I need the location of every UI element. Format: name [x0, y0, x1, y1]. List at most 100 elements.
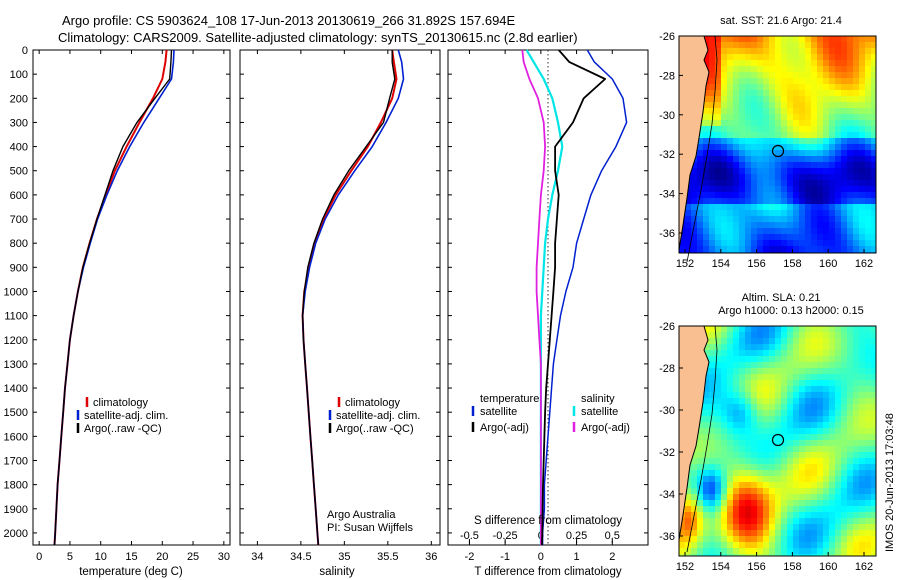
depth-tick-label: 1300: [4, 359, 28, 371]
x-tick-label: 2: [609, 551, 615, 563]
title-line-1: Argo profile: CS 5903624_108 17-Jun-2013…: [62, 13, 516, 28]
sla-map-argo-position: [771, 433, 785, 447]
sst-map-ticks: 152 154 156 158 160 162 -26 -28 -30 -32 -34 -36: [659, 31, 873, 270]
temperature-legend: climatology satellite-adj. clim. Argo(..…: [76, 397, 168, 435]
annotation-pi: PI: Susan Wijffels: [327, 522, 413, 534]
legend-t-argo: Argo(-adj): [480, 422, 529, 434]
sla-map-isobath: [686, 325, 718, 553]
sst-map-coastline: [678, 35, 710, 251]
depth-tick-label: 400: [10, 142, 28, 154]
depth-tick-label: 1100: [4, 311, 28, 323]
t-difference-label: T difference from climatology: [474, 566, 621, 578]
salinity-plot-frame: [239, 49, 441, 546]
x-tick-label: 0: [538, 551, 544, 563]
depth-tick-label: 1900: [4, 504, 28, 516]
sla-map-coastline: [678, 325, 710, 541]
map-x-tick-label: 152: [676, 258, 694, 270]
x-tick-label: 10: [95, 551, 107, 563]
map-y-tick-label: -30: [659, 405, 675, 417]
s-tick-label: -0.25: [493, 530, 518, 542]
x-tick-label: 34: [251, 551, 263, 563]
salinity-axis-label: salinity: [319, 566, 354, 578]
s-difference-label: S difference from climatology: [474, 515, 622, 527]
difference-legend: temperature salinity satellite Argo(-adj…: [471, 393, 630, 434]
depth-tick-label: 1800: [4, 480, 28, 492]
map-x-tick-label: 152: [676, 561, 694, 573]
annotation-argo-australia: Argo Australia: [327, 509, 396, 521]
sst-field: [679, 36, 876, 253]
imos-timestamp: IMOS 20-Jun-2013 17:03:48: [884, 413, 896, 552]
map-x-tick-label: 154: [712, 561, 730, 573]
difference-panel: -2 -1 0 1 2 -0.5 -0.25 0 0.25 0.5 S difference f…: [447, 49, 649, 578]
x-tick-label: 34.5: [290, 551, 311, 563]
sla-map-title-1: Altim. SLA: 0.21: [742, 292, 821, 304]
sst-map: sat. SST: 21.6 Argo: 21.4 152 154 156 158 16…: [659, 15, 877, 270]
x-tick-label: 30: [218, 551, 230, 563]
salinity-profiles: [301, 49, 405, 546]
depth-tick-label: 500: [10, 166, 28, 178]
sst-map-isobath: [686, 35, 718, 263]
sla-map: Altim. SLA: 0.21 Argo h1000: 0.13 h2000:…: [659, 292, 877, 573]
series-line-temperature-satellite: [541, 49, 628, 545]
sst-map-argo-position: [771, 144, 785, 158]
x-tick-label: -2: [465, 551, 475, 563]
depth-tick-label: 0: [22, 45, 28, 57]
x-tick-label: -1: [500, 551, 510, 563]
title-line-2: Climatology: CARS2009. Satellite-adjuste…: [58, 30, 578, 45]
map-x-tick-label: 156: [747, 258, 765, 270]
depth-axis-ticks: 0 100 200 300 400 500 600 700 800 900 1000 1100 1200…: [4, 45, 230, 540]
depth-tick-label: 900: [10, 262, 28, 274]
legend-temperature-header: temperature: [480, 393, 539, 405]
depth-tick-label: 1200: [4, 335, 28, 347]
salinity-depth-ticks: [240, 49, 440, 534]
sla-map-ticks: 152 154 156 158 160 162 -26 -28 -30 -32 -34 -36: [659, 321, 873, 573]
temperature-panel: 0100200300400500600700800900100011001200…: [4, 45, 231, 578]
map-x-tick-label: 154: [712, 258, 730, 270]
map-y-tick-label: -30: [659, 110, 675, 122]
legend-argo: Argo(..raw -QC): [336, 423, 414, 435]
x-tick-label: 1: [574, 551, 580, 563]
x-tick-label: 5: [67, 551, 73, 563]
depth-tick-label: 200: [10, 93, 28, 105]
salinity-axis-ticks: 34 34.5 35 35.5 36: [251, 50, 437, 563]
map-y-tick-label: -28: [659, 363, 675, 375]
sla-map-title-2: Argo h1000: 0.13 h2000: 0.15: [718, 305, 864, 317]
depth-tick-label: 1600: [4, 431, 28, 443]
sla-field: [679, 326, 876, 556]
s-tick-label: 0.5: [605, 530, 620, 542]
legend-s-satellite: satellite: [581, 406, 618, 418]
depth-tick-label: 100: [10, 69, 28, 81]
legend-salinity-header: salinity: [581, 393, 615, 405]
map-y-tick-label: -26: [659, 31, 675, 43]
temperature-axis-label: temperature (deg C): [79, 566, 183, 578]
map-y-tick-label: -36: [659, 531, 675, 543]
x-tick-label: 0: [36, 551, 42, 563]
s-tick-label: 0.25: [566, 530, 587, 542]
map-y-tick-label: -32: [659, 447, 675, 459]
x-tick-label: 20: [156, 551, 168, 563]
legend-s-argo: Argo(-adj): [581, 422, 630, 434]
map-y-tick-label: -34: [659, 189, 675, 201]
map-y-tick-label: -28: [659, 70, 675, 82]
map-y-tick-label: -26: [659, 321, 675, 333]
series-line-salinity-argo-adj-: [521, 49, 546, 545]
depth-tick-label: 2000: [4, 528, 28, 540]
map-x-tick-label: 158: [783, 258, 801, 270]
legend-satellite-adj: satellite-adj. clim.: [336, 410, 420, 422]
temperature-profiles: [53, 49, 175, 546]
difference-depth-ticks: [448, 49, 648, 534]
salinity-legend: climatology satellite-adj. clim. Argo(..…: [328, 397, 420, 435]
series-line-argo-raw-qc-: [53, 49, 173, 546]
map-y-tick-label: -36: [659, 228, 675, 240]
x-tick-label: 25: [187, 551, 199, 563]
x-tick-label: 36: [425, 551, 437, 563]
sst-map-title: sat. SST: 21.6 Argo: 21.4: [720, 15, 842, 27]
legend-climatology: climatology: [93, 397, 149, 409]
map-x-tick-label: 160: [819, 561, 837, 573]
sst-map-land: [679, 36, 709, 250]
map-x-tick-label: 158: [783, 561, 801, 573]
s-tick-label: -0.5: [460, 530, 479, 542]
depth-tick-label: 1500: [4, 407, 28, 419]
series-line-argo-raw-qc-: [301, 50, 396, 546]
